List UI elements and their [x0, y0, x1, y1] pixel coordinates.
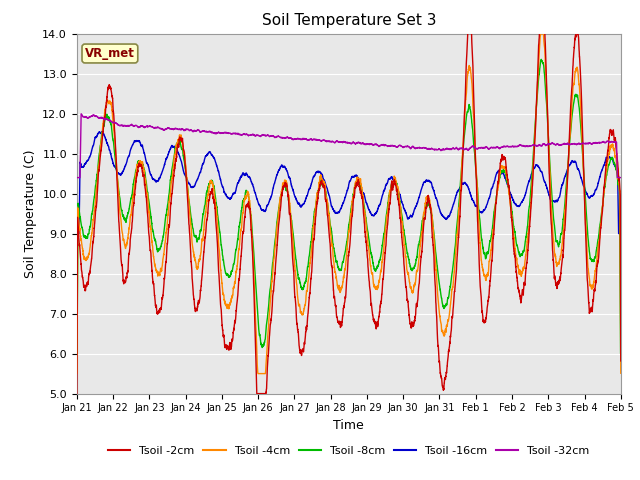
- Legend: Tsoil -2cm, Tsoil -4cm, Tsoil -8cm, Tsoil -16cm, Tsoil -32cm: Tsoil -2cm, Tsoil -4cm, Tsoil -8cm, Tsoi…: [104, 441, 594, 460]
- Y-axis label: Soil Temperature (C): Soil Temperature (C): [24, 149, 36, 278]
- X-axis label: Time: Time: [333, 419, 364, 432]
- Title: Soil Temperature Set 3: Soil Temperature Set 3: [262, 13, 436, 28]
- Text: VR_met: VR_met: [85, 47, 135, 60]
